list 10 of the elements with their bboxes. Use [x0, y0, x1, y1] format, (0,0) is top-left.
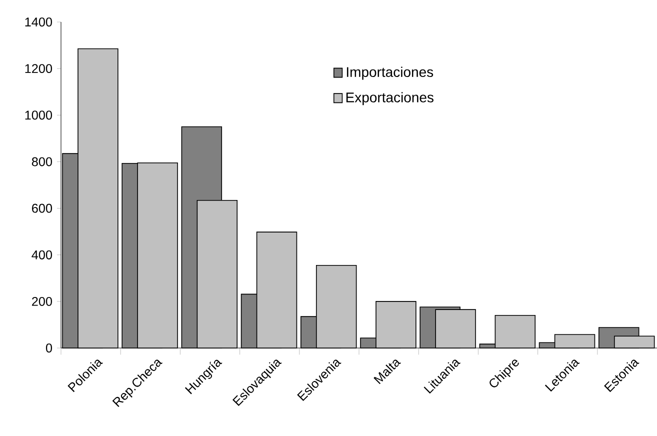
- y-tick-label: 1400: [25, 18, 52, 26]
- y-tick-label: 200: [32, 296, 52, 306]
- legend-label: Exportaciones: [346, 92, 434, 106]
- y-tick-label: 1200: [25, 64, 52, 74]
- legend-label: Importaciones: [346, 66, 434, 80]
- y-tick-label: 400: [32, 250, 52, 260]
- y-tick-label: 1000: [25, 110, 52, 120]
- y-tick-label: 600: [32, 204, 52, 213]
- y-tick-label: 800: [32, 157, 52, 166]
- y-tick-label: 0: [46, 344, 52, 352]
